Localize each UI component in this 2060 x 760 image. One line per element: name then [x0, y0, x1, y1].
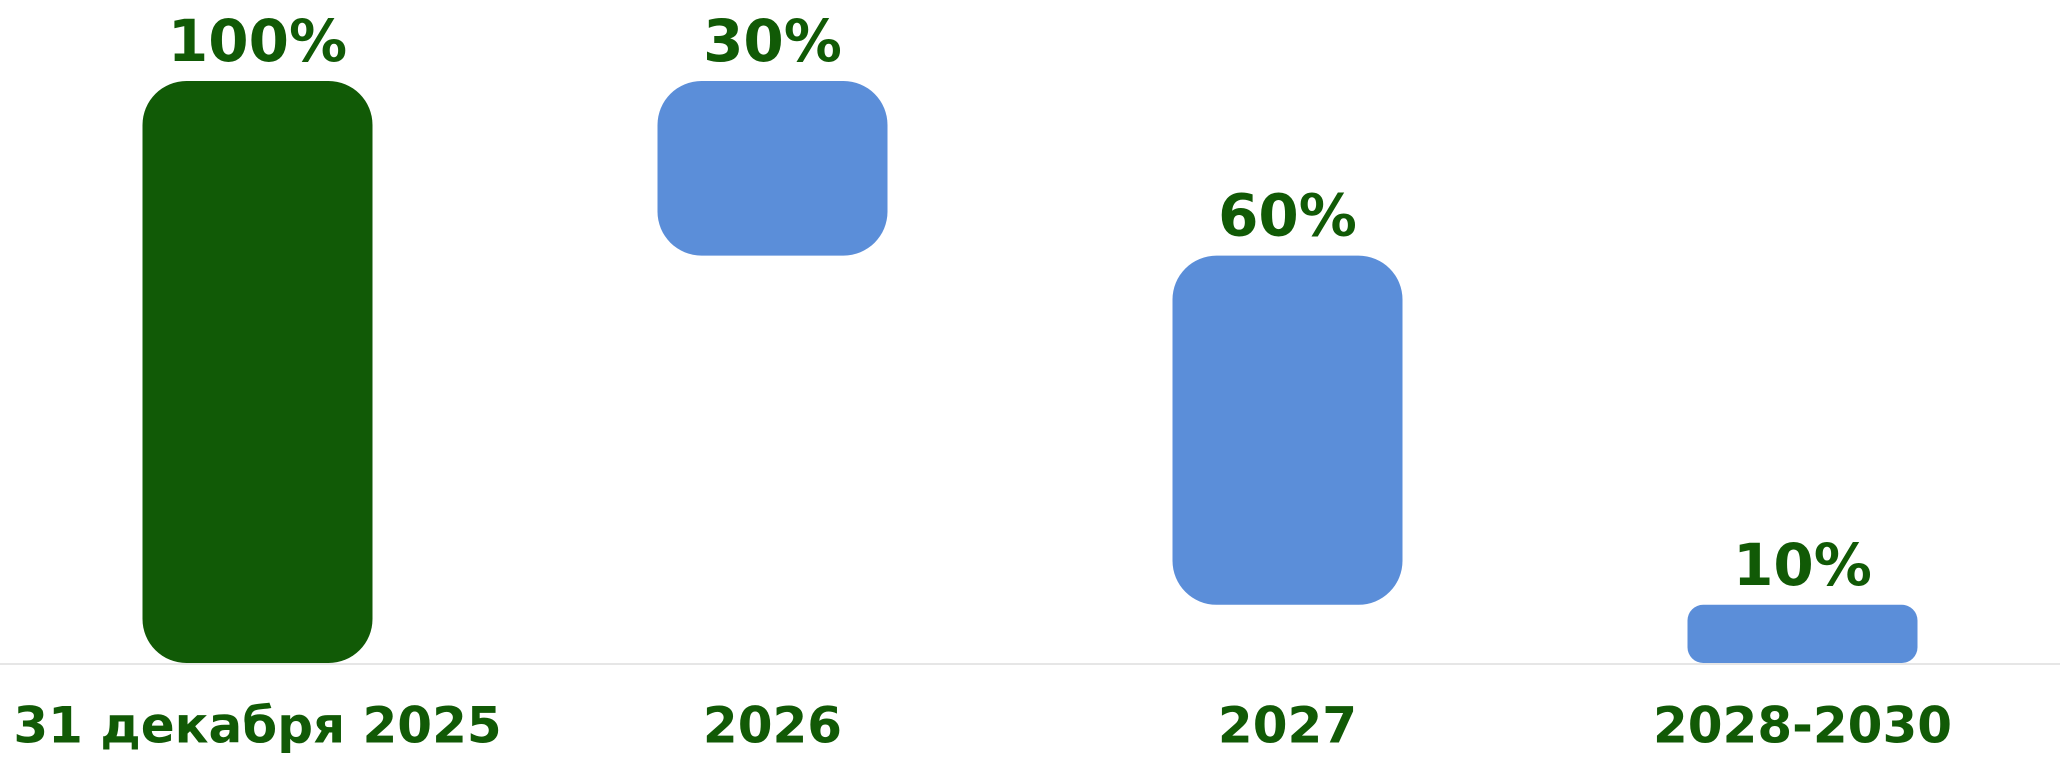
bar	[142, 81, 373, 663]
value-label: 60%	[1218, 182, 1357, 250]
x-tick-label: 2027	[1218, 697, 1357, 755]
value-label: 100%	[168, 7, 347, 75]
bar	[1172, 255, 1403, 605]
x-tick-label: 2026	[703, 697, 842, 755]
value-label: 10%	[1733, 531, 1872, 599]
bar	[657, 81, 888, 256]
x-tick-label: 2028-2030	[1653, 697, 1952, 755]
x-tick-label: 31 декабря 2025	[13, 697, 501, 755]
bar	[1687, 604, 1918, 663]
value-label: 30%	[703, 7, 842, 75]
